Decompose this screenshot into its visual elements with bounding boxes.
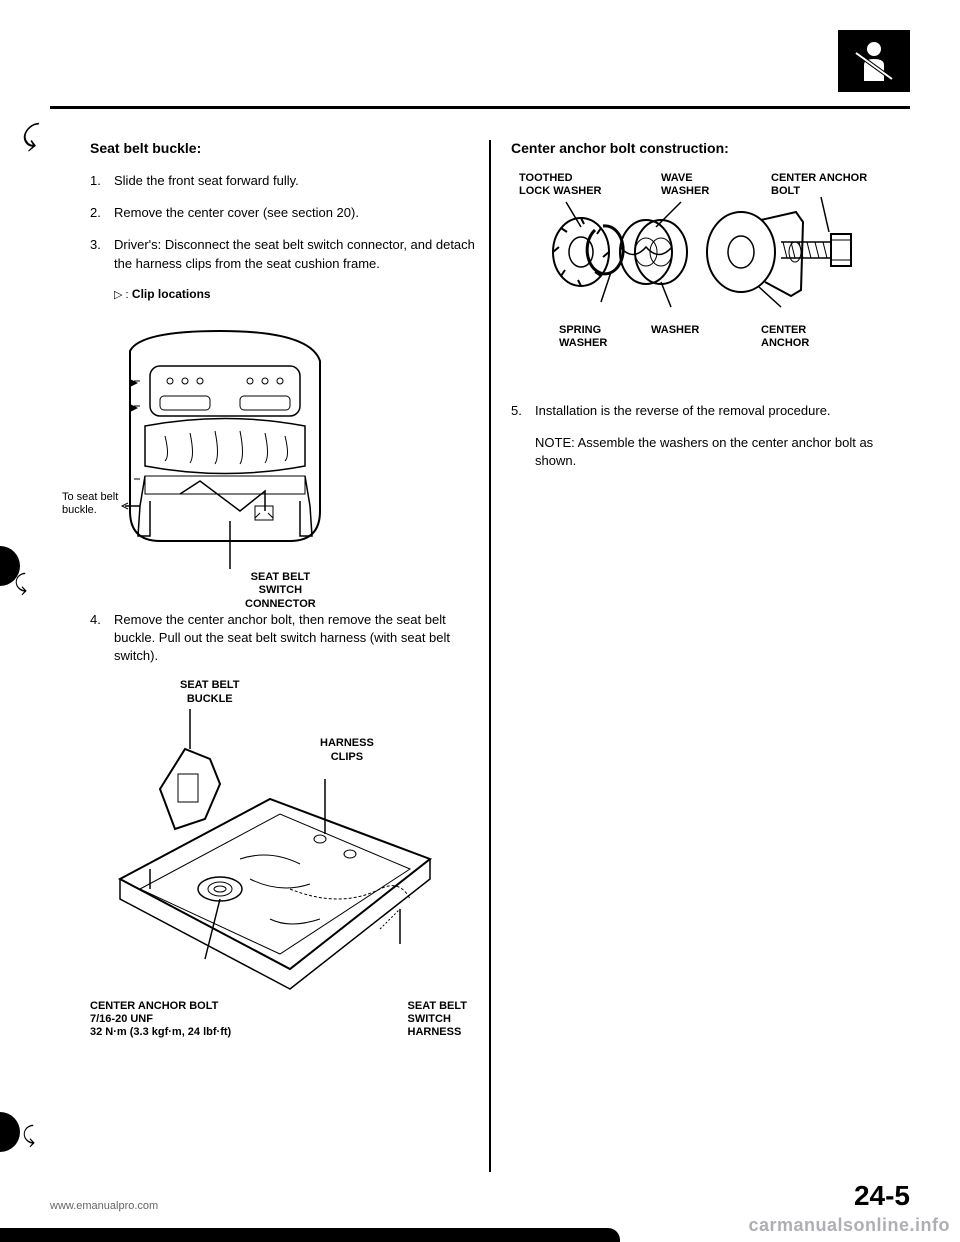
label-toothed-lock-washer: TOOTHED LOCK WASHER xyxy=(519,172,602,198)
step-text: Driver's: Disconnect the seat belt switc… xyxy=(114,236,477,272)
label-washer: WASHER xyxy=(651,324,699,337)
step-text: Remove the center cover (see section 20)… xyxy=(114,204,477,222)
label-wave-washer: WAVE WASHER xyxy=(661,172,709,198)
page: ⤹ Seat belt buckle: 1. Slide the front s… xyxy=(0,0,960,1242)
seat-cushion-svg xyxy=(90,311,350,571)
note-text: NOTE: Assemble the washers on the center… xyxy=(535,434,898,470)
step-number: 4. xyxy=(90,611,114,666)
fig1-bottom-label: SEAT BELT SWITCH CONNECTOR xyxy=(245,571,316,611)
margin-dot-bottom xyxy=(0,1112,20,1152)
label-center-anchor: CENTER ANCHOR xyxy=(761,324,809,350)
label-buckle: SEAT BELT BUCKLE xyxy=(180,679,239,705)
seatbelt-icon xyxy=(838,30,910,92)
label-center-anchor-bolt: CENTER ANCHOR BOLT xyxy=(771,172,867,198)
anchor-bolt-svg xyxy=(90,679,450,1019)
step-3: 3. Driver's: Disconnect the seat belt sw… xyxy=(90,236,477,272)
step-4: 4. Remove the center anchor bolt, then r… xyxy=(90,611,477,666)
footer: www.emanualpro.com 24-5 xyxy=(50,1180,910,1212)
bottom-edge xyxy=(0,1228,620,1242)
right-title: Center anchor bolt construction: xyxy=(511,140,898,156)
step-number: 3. xyxy=(90,236,114,272)
watermark: carmanualsonline.info xyxy=(748,1215,950,1236)
step-text: Installation is the reverse of the remov… xyxy=(535,402,898,420)
step-text: Slide the front seat forward fully. xyxy=(114,172,477,190)
label-spring-washer: SPRING WASHER xyxy=(559,324,607,350)
triangle-icon: ▷ : xyxy=(114,289,129,301)
left-title: Seat belt buckle: xyxy=(90,140,477,156)
clip-locations: ▷ : Clip locations xyxy=(114,287,477,301)
step-1: 1. Slide the front seat forward fully. xyxy=(90,172,477,190)
footer-url: www.emanualpro.com xyxy=(50,1200,158,1212)
step-number: 1. xyxy=(90,172,114,190)
figure-bolt-construction: TOOTHED LOCK WASHER WAVE WASHER CENTER A… xyxy=(511,172,898,372)
margin-mark-top: ⤹ xyxy=(20,120,37,153)
figure-anchor-bolt: SEAT BELT BUCKLE HARNESS CLIPS CENTER AN… xyxy=(90,679,477,1059)
margin-mark-mid: ⤹ xyxy=(14,570,27,596)
label-center-anchor-bolt: CENTER ANCHOR BOLT 7/16-20 UNF 32 N·m (3… xyxy=(90,1000,231,1040)
step-number: 2. xyxy=(90,204,114,222)
label-switch-harness: SEAT BELT SWITCH HARNESS xyxy=(408,1000,467,1040)
clip-locations-text: Clip locations xyxy=(132,287,211,301)
right-column: Center anchor bolt construction: xyxy=(491,140,910,1172)
step-text: Remove the center anchor bolt, then remo… xyxy=(114,611,477,666)
horizontal-rule xyxy=(50,106,910,109)
left-column: Seat belt buckle: 1. Slide the front sea… xyxy=(50,140,491,1172)
margin-mark-bottom: ⤹ xyxy=(22,1122,35,1148)
step-number: 5. xyxy=(511,402,535,420)
step-2: 2. Remove the center cover (see section … xyxy=(90,204,477,222)
fig1-side-label: To seat belt buckle. xyxy=(62,491,118,517)
figure-seat-cushion: To seat belt buckle. SEAT BELT SWITCH CO… xyxy=(90,311,477,611)
label-harness-clips: HARNESS CLIPS xyxy=(320,737,374,763)
page-number: 24-5 xyxy=(854,1180,910,1212)
step-5: 5. Installation is the reverse of the re… xyxy=(511,402,898,420)
content-columns: Seat belt buckle: 1. Slide the front sea… xyxy=(50,140,910,1172)
